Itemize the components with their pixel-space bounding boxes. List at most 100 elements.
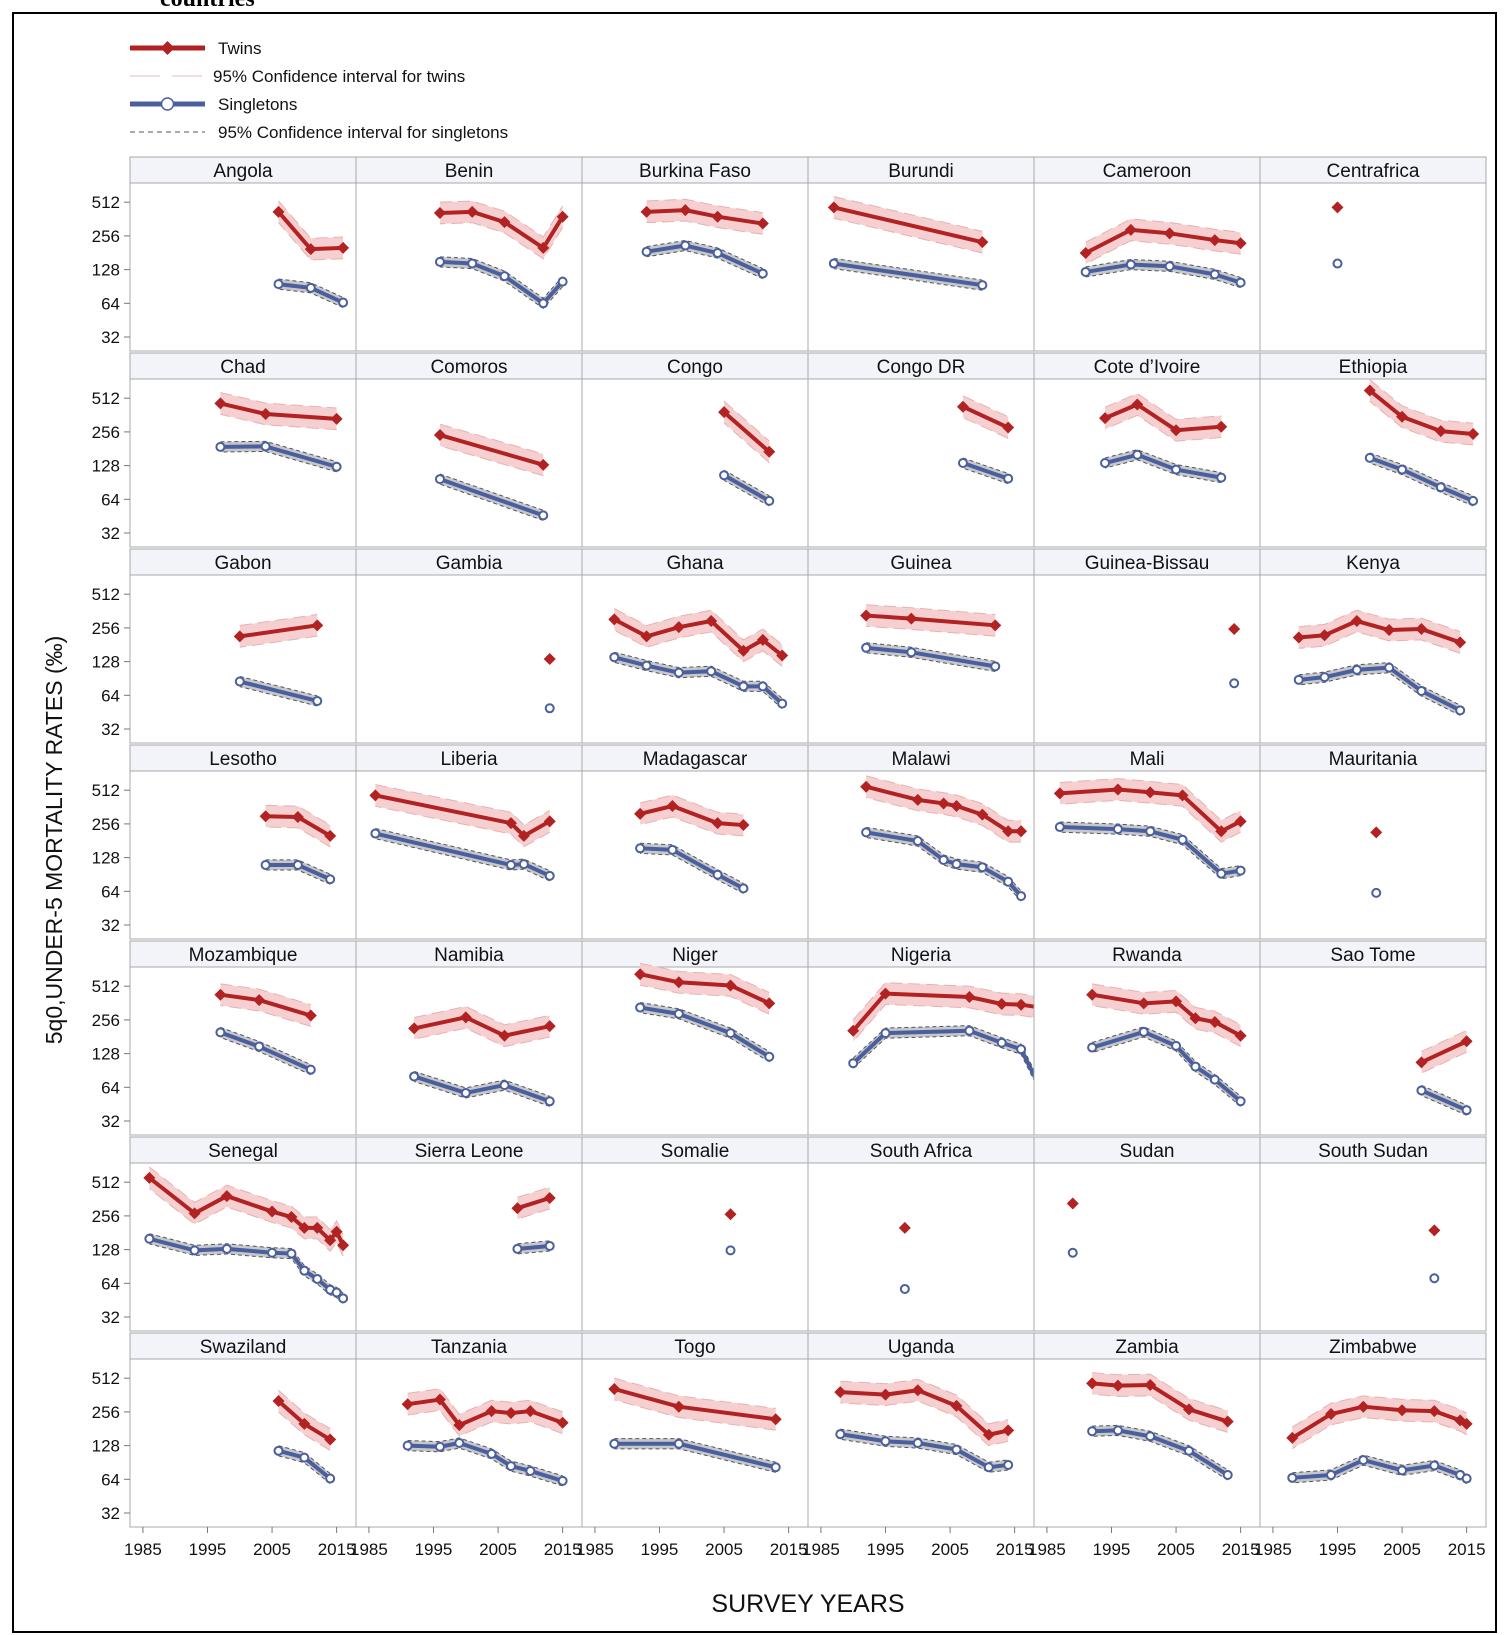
panel-title: Gambia <box>436 553 503 574</box>
x-tick-label: 2005 <box>1383 1540 1421 1559</box>
singletons-point <box>305 1064 316 1075</box>
singletons-ci-lower <box>239 686 318 707</box>
twins-point <box>1428 1224 1441 1237</box>
singletons-point <box>1003 1459 1014 1470</box>
twins-ci-lower <box>723 422 770 464</box>
panel-mozambique: Mozambique 32 64 128 256 512 <box>92 940 357 1136</box>
twins-point <box>1163 227 1176 240</box>
singletons-point <box>964 1025 975 1036</box>
singletons-series-line <box>962 461 1009 481</box>
panel-senegal: Senegal 32 64 128 256 512 <box>92 1136 357 1332</box>
singletons-ci-lower <box>265 869 331 885</box>
panel-plot-area <box>1033 574 1261 744</box>
singletons-ci-upper <box>265 859 331 875</box>
y-tick-label: 512 <box>92 585 120 604</box>
twins-ci-lower <box>407 1409 563 1437</box>
singletons-ci-upper <box>614 651 783 699</box>
y-tick-label: 128 <box>92 653 120 672</box>
twins-point <box>311 619 324 632</box>
twins-point <box>1286 1431 1299 1444</box>
y-tick-label: 32 <box>101 1504 120 1523</box>
twins-ci-upper <box>614 1377 776 1409</box>
panel-title: Swaziland <box>200 1337 287 1358</box>
twins-point <box>1415 1056 1428 1069</box>
singletons-ci-upper <box>239 675 318 697</box>
twins-series-line <box>1420 1039 1468 1065</box>
panel-uganda: Uganda 1985 1995 2005 2015 <box>802 1332 1035 1559</box>
twins-point <box>1086 988 1099 1001</box>
twins-ci-lower <box>239 635 318 648</box>
twins-ci-upper <box>639 794 744 815</box>
panel-title: Lesotho <box>209 749 277 770</box>
singletons-point <box>434 474 445 485</box>
singletons-ci-upper <box>723 469 770 497</box>
panel-namibia: Namibia <box>355 940 583 1136</box>
singletons-series-line <box>723 473 771 503</box>
twins-ci-upper <box>640 962 770 993</box>
twins-point <box>1131 398 1144 411</box>
twins-ci-lower <box>646 220 763 235</box>
panel-swaziland: Swaziland 32 64 128 256 512 1985 1995 2005 2015 <box>92 1332 357 1559</box>
singletons-point <box>189 1245 200 1256</box>
singletons-point <box>673 1438 684 1449</box>
twins-point <box>1002 1424 1015 1437</box>
twins-point <box>504 817 517 830</box>
panel-header <box>1033 940 1261 968</box>
singletons-ci-upper <box>866 826 1022 892</box>
singletons-series-line <box>639 1005 771 1059</box>
panel-header <box>355 1332 583 1360</box>
twins-point <box>911 793 924 806</box>
singletons-point <box>706 666 717 677</box>
singletons-point <box>1209 1074 1220 1085</box>
singletons-point <box>1087 1042 1098 1053</box>
singletons-point <box>1461 1105 1472 1116</box>
singletons-ci-upper <box>1085 258 1241 278</box>
singletons-point <box>764 495 775 506</box>
x-tick-label: 2015 <box>1222 1540 1260 1559</box>
singletons-point <box>609 652 620 663</box>
singletons-point <box>861 827 872 838</box>
twins-ci-upper <box>962 395 1009 418</box>
y-tick-label: 64 <box>101 1470 120 1489</box>
singletons-ci-lower <box>1059 831 1241 880</box>
singletons-point <box>719 470 730 481</box>
panel-guinea-bissau: Guinea-Bissau <box>1033 548 1261 744</box>
singletons-point <box>286 1248 297 1259</box>
singletons-point <box>331 1287 342 1298</box>
twins-ci-lower <box>962 417 1009 439</box>
caption: countries <box>160 0 255 13</box>
singletons-point <box>1461 1473 1472 1484</box>
singletons-ci-lower <box>1298 672 1461 716</box>
panel-title: Madagascar <box>643 749 748 770</box>
twins-point <box>498 1029 511 1042</box>
singletons-ci-upper <box>962 457 1009 474</box>
twins-ci-upper <box>265 804 331 826</box>
twins-point <box>763 445 776 458</box>
singletons-point <box>1177 834 1188 845</box>
panel-title: South Sudan <box>1318 1141 1428 1162</box>
twins-point <box>511 1202 524 1215</box>
panel-plot-area <box>1259 770 1487 940</box>
singletons-point <box>538 298 549 309</box>
x-tick-label: 1985 <box>1254 1540 1292 1559</box>
singletons-ci-lower <box>278 1455 331 1485</box>
panel-title: Uganda <box>888 1337 955 1358</box>
twins-point <box>233 630 246 643</box>
singletons-series-line <box>1369 456 1474 503</box>
panel-plot-area <box>581 1162 809 1332</box>
singletons-point <box>828 258 839 269</box>
singletons-point <box>667 844 678 855</box>
panel-rwanda: Rwanda <box>1033 940 1261 1136</box>
twins-ci-lower <box>1104 414 1222 442</box>
twins-point <box>1002 825 1015 838</box>
twins-point <box>672 621 685 634</box>
singletons-point <box>505 1461 516 1472</box>
twins-point <box>504 1407 517 1420</box>
singletons-ci-band <box>614 1438 776 1473</box>
twins-point <box>711 210 724 223</box>
panel-title: Guinea <box>890 553 952 574</box>
singletons-ci-lower <box>1092 1434 1228 1481</box>
singletons-point <box>957 458 968 469</box>
singletons-point <box>1132 449 1143 460</box>
singletons-point <box>1229 678 1240 689</box>
